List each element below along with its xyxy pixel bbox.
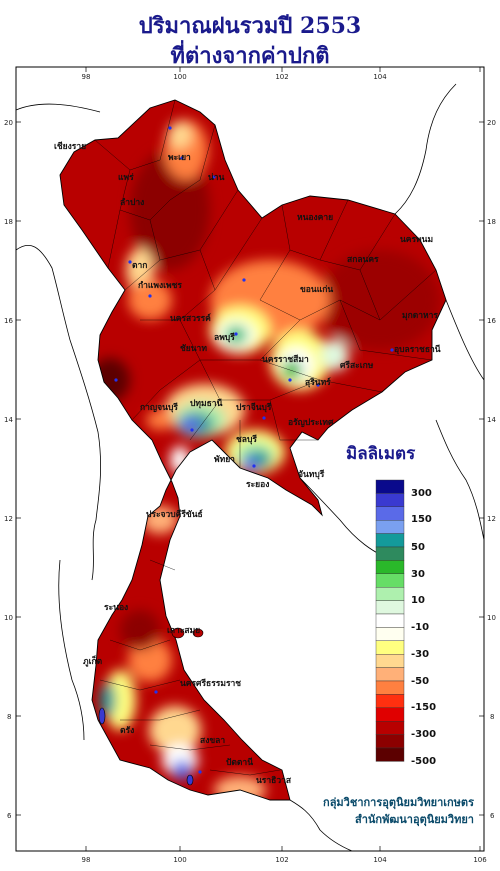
y-tick-label: 20 <box>4 119 13 127</box>
legend-label: 10 <box>411 595 425 606</box>
province-label: ตรัง <box>120 725 134 736</box>
legend-label: -300 <box>411 729 436 740</box>
y-tick-label: 14 <box>4 416 13 424</box>
province-label: ปทุมธานี <box>190 398 223 409</box>
y-tick-label: 14 <box>487 416 496 424</box>
legend-swatch <box>376 480 404 493</box>
x-tick-label: 104 <box>373 73 387 81</box>
legend-label: 150 <box>411 514 432 525</box>
legend-swatch <box>376 708 404 721</box>
legend-label: -10 <box>411 622 429 633</box>
legend-label: -500 <box>411 756 436 767</box>
province-label: กำแพงเพชร <box>138 280 182 291</box>
legend-colorbar <box>376 480 404 761</box>
y-tick-label: 18 <box>487 218 496 226</box>
province-label: ขอนแก่น <box>300 284 333 295</box>
province-label: แพร่ <box>118 172 134 183</box>
legend-swatch <box>376 601 404 614</box>
credit-line1: กลุ่มวิชาการอุตุนิยมวิทยาเกษตร <box>323 793 474 811</box>
y-tick-label: 6 <box>490 812 495 820</box>
legend-swatch <box>376 694 404 707</box>
credit-line2: สำนักพัฒนาอุตุนิยมวิทยา <box>355 810 474 828</box>
province-label: นครสวรรค์ <box>170 313 211 324</box>
province-label: อุบลราชธานี <box>394 344 441 355</box>
legend-title: มิลลิเมตร <box>346 440 415 467</box>
legend-label: -150 <box>411 702 436 713</box>
province-label: ปัตตานี <box>226 757 253 768</box>
legend-swatch <box>376 748 404 761</box>
legend-swatch <box>376 735 404 748</box>
y-tick-label: 16 <box>4 317 13 325</box>
province-label: นครพนม <box>400 235 433 245</box>
legend-swatch <box>376 668 404 681</box>
province-label: นครศรีธรรมราช <box>180 678 241 689</box>
province-label: มุกดาหาร <box>402 311 438 321</box>
province-label: ระยอง <box>246 480 269 490</box>
legend-swatch <box>376 681 404 694</box>
y-tick-label: 18 <box>4 218 13 226</box>
x-tick-label: 102 <box>275 73 288 81</box>
province-label: ศรีสะเกษ <box>340 360 374 371</box>
province-label: น่าน <box>208 172 225 183</box>
y-tick-label: 8 <box>490 713 494 721</box>
y-tick-label: 20 <box>487 119 496 127</box>
legend-swatch <box>376 614 404 627</box>
y-tick-label: 6 <box>7 812 12 820</box>
legend-label: -50 <box>411 676 429 687</box>
x-tick-label: 98 <box>82 73 91 81</box>
legend-swatch <box>376 507 404 520</box>
province-label: สงขลา <box>200 736 225 746</box>
x-tick-label: 104 <box>373 856 387 864</box>
province-label: นราธิวาส <box>256 775 292 786</box>
province-label: สกลนคร <box>347 255 379 265</box>
legend-swatch <box>376 534 404 547</box>
y-tick-label: 10 <box>4 614 13 622</box>
province-label: ประจวบคีรีขันธ์ <box>146 509 203 520</box>
legend-swatch <box>376 520 404 533</box>
province-label: กาญจนบุรี <box>140 402 178 413</box>
province-label: อรัญประเทศ <box>288 417 334 428</box>
province-label: ระนอง <box>104 603 128 613</box>
province-label: ลำปาง <box>120 197 144 208</box>
province-label: เชียงราย <box>54 141 86 152</box>
x-tick-label: 102 <box>275 856 288 864</box>
province-label: หนองคาย <box>297 213 333 223</box>
province-label: จันทบุรี <box>298 469 325 480</box>
legend-swatch <box>376 587 404 600</box>
legend-swatch <box>376 627 404 640</box>
legend-swatch <box>376 721 404 734</box>
legend-swatch <box>376 547 404 560</box>
x-tick-label: 100 <box>173 73 186 81</box>
province-label: เกาะสมุย <box>167 626 200 636</box>
y-tick-label: 12 <box>487 515 496 523</box>
legend-label: 30 <box>411 569 425 580</box>
y-tick-label: 12 <box>4 515 13 523</box>
province-label: ปราจีนบุรี <box>236 402 272 413</box>
legend-swatch <box>376 493 404 506</box>
x-tick-label: 106 <box>473 856 487 864</box>
legend-swatch <box>376 654 404 667</box>
province-label: ตาก <box>132 261 147 271</box>
x-tick-label: 98 <box>82 856 91 864</box>
legend-label: 300 <box>411 488 432 499</box>
province-label: ชัยนาท <box>180 343 207 354</box>
y-tick-label: 10 <box>487 614 496 622</box>
province-label: สุรินทร์ <box>305 377 331 388</box>
province-label: นครราชสีมา <box>262 354 309 365</box>
legend-label: -30 <box>411 649 429 660</box>
province-label: พะเยา <box>168 153 191 163</box>
x-tick-label: 100 <box>173 856 186 864</box>
province-label: พัทยา <box>214 454 235 465</box>
province-label: ลพบุรี <box>214 332 235 343</box>
y-tick-label: 8 <box>7 713 11 721</box>
legend-swatch <box>376 560 404 573</box>
province-label: ชลบุรี <box>236 434 257 445</box>
y-tick-label: 16 <box>487 317 496 325</box>
legend-swatch <box>376 574 404 587</box>
legend-label: 50 <box>411 542 425 553</box>
legend-swatch <box>376 641 404 654</box>
